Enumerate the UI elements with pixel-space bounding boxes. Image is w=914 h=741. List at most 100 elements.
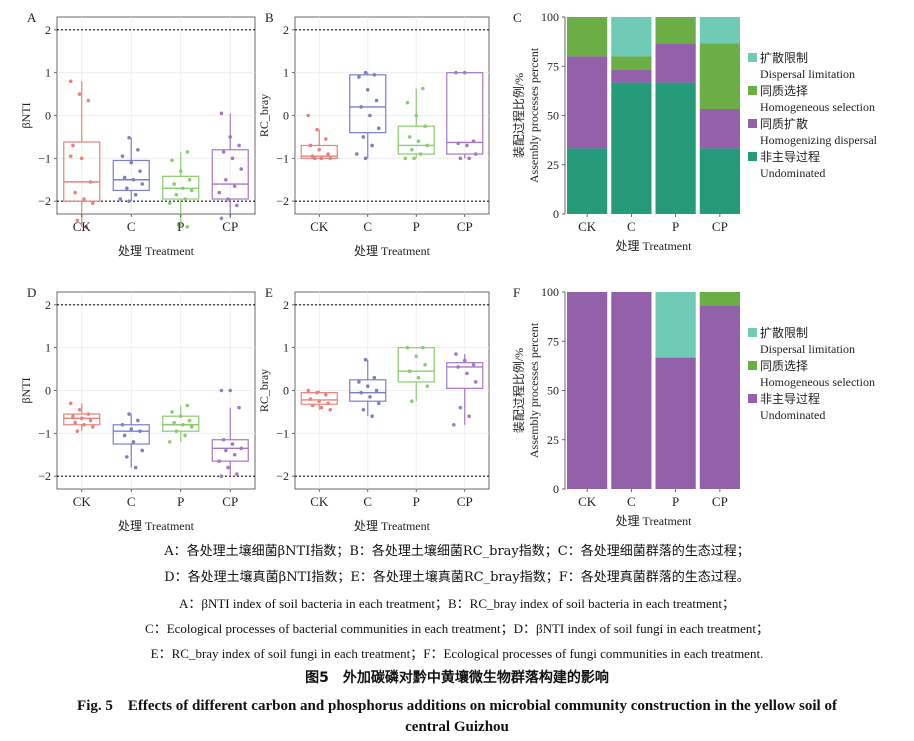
data-point <box>185 403 190 408</box>
data-point <box>189 188 194 193</box>
legend-label-cn: 同质扩散 <box>760 116 808 131</box>
data-point <box>456 141 460 146</box>
data-point <box>75 429 80 433</box>
data-point <box>228 388 233 393</box>
data-point <box>473 380 478 384</box>
data-point <box>219 388 224 393</box>
data-point <box>326 401 330 406</box>
data-point <box>462 358 467 363</box>
x-tick-label: CK <box>578 219 597 234</box>
data-point <box>71 143 75 148</box>
data-point <box>68 154 73 158</box>
caption-cn-line2: D：各处理土壤真菌βNTI指数；E：各处理土壤真菌RC_bray指数；F：各处理… <box>164 570 750 585</box>
data-point <box>370 414 374 418</box>
legend-label-cn: 扩散限制 <box>760 50 808 65</box>
data-point <box>136 418 140 423</box>
data-point <box>425 384 430 389</box>
caption-cn-line1: A：各处理土壤细菌βNTI指数；B：各处理土壤细菌RC_bray指数；C：各处理… <box>164 544 750 559</box>
legend-swatch <box>748 328 757 337</box>
data-point <box>403 156 408 161</box>
box-ck <box>300 144 338 159</box>
box-cp <box>211 439 249 462</box>
data-point <box>363 70 368 75</box>
y-tick-label: 0 <box>45 109 51 123</box>
data-point <box>75 218 80 223</box>
y-tick-label: −1 <box>276 426 289 440</box>
y-tick-label: −1 <box>276 151 289 165</box>
stack-segment <box>699 148 740 214</box>
y-axis-label: RC_bray <box>257 94 271 137</box>
data-point <box>136 147 140 152</box>
data-point <box>326 152 330 156</box>
panel-letter: E <box>265 285 273 300</box>
data-point <box>306 113 311 118</box>
data-point <box>138 169 142 173</box>
data-point <box>416 375 421 380</box>
x-tick-label: CP <box>457 219 473 234</box>
data-point <box>372 73 377 77</box>
x-axis-label: 处理 Treatment <box>616 514 693 528</box>
data-point <box>308 143 313 148</box>
x-tick-label: CK <box>310 219 329 234</box>
y-tick-label: 1 <box>283 341 289 355</box>
data-point <box>127 135 131 140</box>
data-point <box>421 86 425 91</box>
data-point <box>239 446 244 451</box>
data-point <box>68 401 73 406</box>
data-point <box>127 199 131 203</box>
data-point <box>189 425 194 429</box>
y-tick-label: 2 <box>45 23 51 37</box>
data-point <box>140 182 145 186</box>
x-tick-label: C <box>627 494 636 509</box>
data-point <box>226 197 230 201</box>
stack-segment <box>611 17 652 57</box>
box-ck <box>300 392 338 405</box>
data-point <box>454 352 458 356</box>
data-point <box>368 395 372 399</box>
data-point <box>230 442 235 446</box>
x-tick-label: P <box>177 219 184 234</box>
data-point <box>176 222 181 227</box>
data-point <box>317 147 322 152</box>
y-tick-label: 0 <box>553 207 559 221</box>
figure-title-cn: 图5 外加碳磷对黔中黄壤微生物群落构建的影响 <box>305 670 609 686</box>
data-point <box>376 126 381 131</box>
stack-segment <box>611 292 652 489</box>
data-point <box>228 135 233 139</box>
data-point <box>357 380 361 384</box>
data-point <box>68 79 73 84</box>
data-point <box>131 177 136 182</box>
data-point <box>77 407 82 412</box>
legend-label-en: Homogenizing dispersal <box>760 133 878 147</box>
data-point <box>324 392 328 397</box>
data-point <box>219 474 224 478</box>
x-tick-label: P <box>413 494 420 509</box>
x-axis-label: 处理 Treatment <box>354 519 431 533</box>
data-point <box>361 407 366 412</box>
data-point <box>425 143 430 148</box>
data-point <box>174 192 179 197</box>
data-point <box>365 88 370 92</box>
y-tick-label: −2 <box>276 194 289 208</box>
panel-letter: C <box>513 10 522 25</box>
data-point <box>310 403 315 408</box>
data-point <box>167 201 172 206</box>
data-point <box>306 388 311 393</box>
data-point <box>319 156 324 161</box>
stack-segment <box>567 148 608 214</box>
data-point <box>219 216 224 221</box>
y-tick-label: 50 <box>547 109 559 123</box>
legend-label-cn: 同质选择 <box>760 84 808 98</box>
data-point <box>120 154 125 158</box>
stack-segment <box>699 305 740 489</box>
data-point <box>181 422 185 427</box>
data-point <box>423 124 427 129</box>
data-point <box>451 422 456 427</box>
data-point <box>88 418 93 423</box>
data-point <box>174 429 179 433</box>
data-point <box>462 70 467 75</box>
stack-segment <box>699 292 740 306</box>
x-tick-label: C <box>127 219 136 234</box>
legend-label-cn: 扩散限制 <box>760 325 808 340</box>
